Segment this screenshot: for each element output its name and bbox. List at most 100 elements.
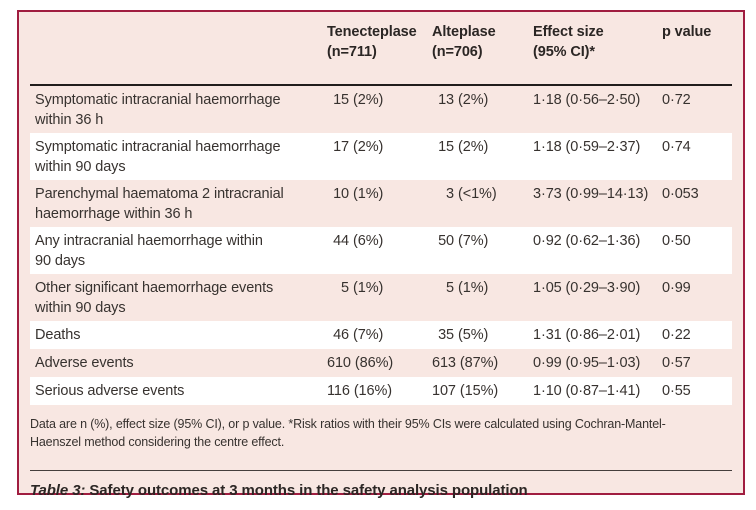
alteplase-value-cell: 107 (15%) bbox=[432, 381, 533, 401]
footnote-line1: Data are n (%), effect size (95% CI), or… bbox=[30, 417, 666, 431]
column-header-effect-size-line1: Effect size bbox=[533, 24, 604, 40]
effect-size-cell: 0·99 (0·95–1·03) bbox=[533, 355, 641, 371]
effect-size-cell: 3·73 (0·99–14·13) bbox=[533, 186, 649, 202]
p-value-cell: 0·50 bbox=[662, 233, 691, 249]
p-value-cell: 0·55 bbox=[662, 383, 691, 399]
row-label-line1: Any intracranial haemorrhage within bbox=[35, 233, 263, 249]
alteplase-percent: (2%) bbox=[458, 139, 489, 155]
table-row: Adverse events 610 (86%) 613 (87%) 0·99 … bbox=[30, 349, 732, 377]
p-value-cell: 0·053 bbox=[662, 186, 699, 202]
table-row: Parenchymal haematoma 2 intracranial hae… bbox=[30, 180, 732, 227]
table-rows: Symptomatic intracranial haemorrhage wit… bbox=[30, 86, 732, 405]
tenecteplase-value-cell: 46 (7%) bbox=[327, 325, 432, 345]
alteplase-count: 13 bbox=[438, 92, 454, 108]
tenecteplase-count: 610 bbox=[327, 355, 351, 371]
column-header-empty bbox=[30, 22, 327, 72]
tenecteplase-value-cell: 610 (86%) bbox=[327, 353, 432, 373]
table-caption: Table 3: Safety outcomes at 3 months in … bbox=[30, 481, 732, 501]
effect-size-cell: 1·05 (0·29–3·90) bbox=[533, 280, 641, 296]
effect-size-cell: 1·18 (0·59–2·37) bbox=[533, 139, 641, 155]
tenecteplase-count: 5 bbox=[341, 280, 349, 296]
column-header-alteplase-line1: Alteplase bbox=[432, 24, 496, 40]
effect-size-cell: 1·10 (0·87–1·41) bbox=[533, 383, 641, 399]
alteplase-value-cell: 13 (2%) bbox=[432, 90, 533, 110]
header-divider-rule bbox=[30, 84, 732, 86]
row-label-line1: Deaths bbox=[35, 327, 81, 343]
column-header-effect-size: Effect size (95% CI)* bbox=[533, 22, 662, 72]
safety-outcomes-table: Tenecteplase (n=711) Alteplase (n=706) E… bbox=[17, 10, 745, 499]
row-label-line2: within 90 days bbox=[35, 159, 126, 175]
table-row: Serious adverse events 116 (16%) 107 (15… bbox=[30, 377, 732, 405]
table-row: Symptomatic intracranial haemorrhage wit… bbox=[30, 133, 732, 180]
tenecteplase-count: 44 bbox=[333, 233, 349, 249]
column-header-alteplase: Alteplase (n=706) bbox=[432, 22, 533, 72]
alteplase-count: 3 bbox=[446, 186, 454, 202]
alteplase-value-cell: 15 (2%) bbox=[432, 137, 533, 157]
tenecteplase-count: 17 bbox=[333, 139, 349, 155]
caption-divider-rule bbox=[30, 470, 732, 471]
alteplase-value-cell: 5 (1%) bbox=[432, 278, 533, 298]
column-header-alteplase-line2: (n=706) bbox=[432, 44, 483, 60]
tenecteplase-percent: (2%) bbox=[353, 139, 384, 155]
row-label-line1: Symptomatic intracranial haemorrhage bbox=[35, 139, 281, 155]
tenecteplase-value-cell: 44 (6%) bbox=[327, 231, 432, 251]
row-label-line2: within 36 h bbox=[35, 112, 104, 128]
row-label: Any intracranial haemorrhage within 90 d… bbox=[30, 231, 327, 271]
row-label-line2: haemorrhage within 36 h bbox=[35, 206, 193, 222]
tenecteplase-value-cell: 116 (16%) bbox=[327, 381, 432, 401]
alteplase-percent: (15%) bbox=[459, 383, 499, 399]
row-label-line1: Serious adverse events bbox=[35, 383, 185, 399]
tenecteplase-percent: (6%) bbox=[353, 233, 384, 249]
alteplase-percent: (87%) bbox=[459, 355, 499, 371]
row-label-line2: within 90 days bbox=[35, 300, 126, 316]
tenecteplase-percent: (7%) bbox=[353, 327, 384, 343]
table-row: Symptomatic intracranial haemorrhage wit… bbox=[30, 86, 732, 133]
table-caption-text: Safety outcomes at 3 months in the safet… bbox=[89, 482, 528, 499]
table-row: Deaths 46 (7%) 35 (5%) 1·31 (0·86–2·01) … bbox=[30, 321, 732, 349]
p-value-cell: 0·74 bbox=[662, 139, 691, 155]
row-label-line1: Parenchymal haematoma 2 intracranial bbox=[35, 186, 284, 202]
column-header-tenecteplase-line1: Tenecteplase bbox=[327, 24, 417, 40]
tenecteplase-percent: (1%) bbox=[353, 186, 384, 202]
row-label: Serious adverse events bbox=[30, 381, 327, 401]
row-label-line1: Other significant haemorrhage events bbox=[35, 280, 274, 296]
tenecteplase-value-cell: 17 (2%) bbox=[327, 137, 432, 157]
table-caption-label: Table 3: bbox=[30, 482, 86, 499]
table-header-row: Tenecteplase (n=711) Alteplase (n=706) E… bbox=[30, 12, 732, 72]
tenecteplase-value-cell: 15 (2%) bbox=[327, 90, 432, 110]
p-value-cell: 0·57 bbox=[662, 355, 691, 371]
row-label-line1: Symptomatic intracranial haemorrhage bbox=[35, 92, 281, 108]
alteplase-value-cell: 35 (5%) bbox=[432, 325, 533, 345]
tenecteplase-count: 10 bbox=[333, 186, 349, 202]
row-label: Adverse events bbox=[30, 353, 327, 373]
p-value-cell: 0·99 bbox=[662, 280, 691, 296]
effect-size-cell: 0·92 (0·62–1·36) bbox=[533, 233, 641, 249]
table-row: Any intracranial haemorrhage within 90 d… bbox=[30, 227, 732, 274]
tenecteplase-percent: (86%) bbox=[354, 355, 394, 371]
row-label-line1: Adverse events bbox=[35, 355, 134, 371]
footnote-line2: Haenszel method considering the centre e… bbox=[30, 434, 285, 449]
alteplase-percent: (2%) bbox=[458, 92, 489, 108]
alteplase-percent: (<1%) bbox=[458, 186, 497, 202]
row-label: Symptomatic intracranial haemorrhage wit… bbox=[30, 90, 327, 130]
p-value-cell: 0·72 bbox=[662, 92, 691, 108]
row-label-line2: 90 days bbox=[35, 253, 86, 269]
alteplase-count: 50 bbox=[438, 233, 454, 249]
tenecteplase-percent: (2%) bbox=[353, 92, 384, 108]
alteplase-percent: (7%) bbox=[458, 233, 489, 249]
column-header-tenecteplase-line2: (n=711) bbox=[327, 44, 377, 60]
column-header-effect-size-line2: (95% CI)* bbox=[533, 44, 595, 60]
alteplase-value-cell: 613 (87%) bbox=[432, 353, 533, 373]
alteplase-count: 613 bbox=[432, 355, 456, 371]
p-value-cell: 0·22 bbox=[662, 327, 691, 343]
table-footnote: Data are n (%), effect size (95% CI), or… bbox=[30, 416, 732, 451]
tenecteplase-percent: (1%) bbox=[353, 280, 384, 296]
alteplase-count: 107 bbox=[432, 383, 456, 399]
row-label: Symptomatic intracranial haemorrhage wit… bbox=[30, 137, 327, 177]
row-label: Other significant haemorrhage events wit… bbox=[30, 278, 327, 318]
alteplase-percent: (1%) bbox=[458, 280, 489, 296]
effect-size-cell: 1·31 (0·86–2·01) bbox=[533, 327, 641, 343]
row-label: Parenchymal haematoma 2 intracranial hae… bbox=[30, 184, 327, 224]
alteplase-count: 35 bbox=[438, 327, 454, 343]
tenecteplase-count: 116 bbox=[327, 383, 350, 399]
